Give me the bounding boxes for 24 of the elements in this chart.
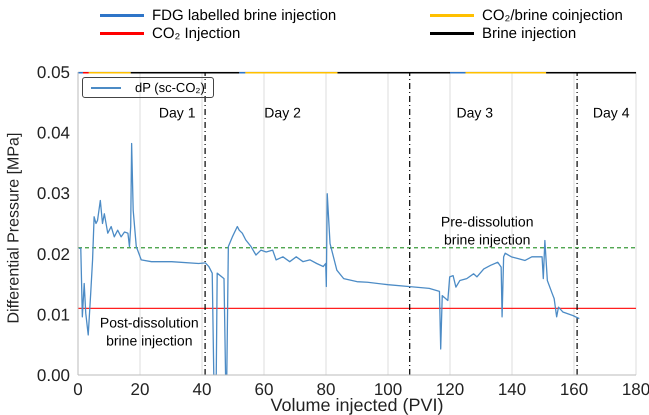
legend-label: dP (sc-CO₂) <box>135 80 205 95</box>
x-tick-label: 20 <box>130 380 150 400</box>
annotation: Pre-dissolution brine injection <box>440 214 534 248</box>
legend-label: CO₂ Injection <box>152 24 240 42</box>
x-tick-label: 0 <box>73 380 83 400</box>
y-tick-label: 0.04 <box>36 124 70 143</box>
y-tick-label: 0.00 <box>36 366 70 386</box>
x-tick-label: 40 <box>192 380 212 400</box>
annotation: Post-dissolution brine injection <box>100 314 199 349</box>
y-axis-title: Differential Pressure [MPa] <box>6 132 23 324</box>
annotation: Day 4 <box>592 104 630 120</box>
legend-label: Brine injection <box>482 24 576 42</box>
y-tick-label: 0.03 <box>36 184 70 204</box>
y-tick-label: 0.01 <box>36 305 70 324</box>
annotation: Day 1 <box>158 104 196 120</box>
y-tick-label: 0.05 <box>36 63 70 82</box>
x-tick-label: 160 <box>560 380 588 400</box>
legend-label: FDG labelled brine injection <box>152 6 336 24</box>
y-tick-label: 0.02 <box>36 244 70 264</box>
annotation: Day 3 <box>456 104 494 120</box>
x-tick-label: 140 <box>498 380 526 400</box>
line-series <box>78 142 580 375</box>
annotation: Day 2 <box>264 104 302 120</box>
legend-label: CO₂/brine coinjection <box>482 6 623 24</box>
